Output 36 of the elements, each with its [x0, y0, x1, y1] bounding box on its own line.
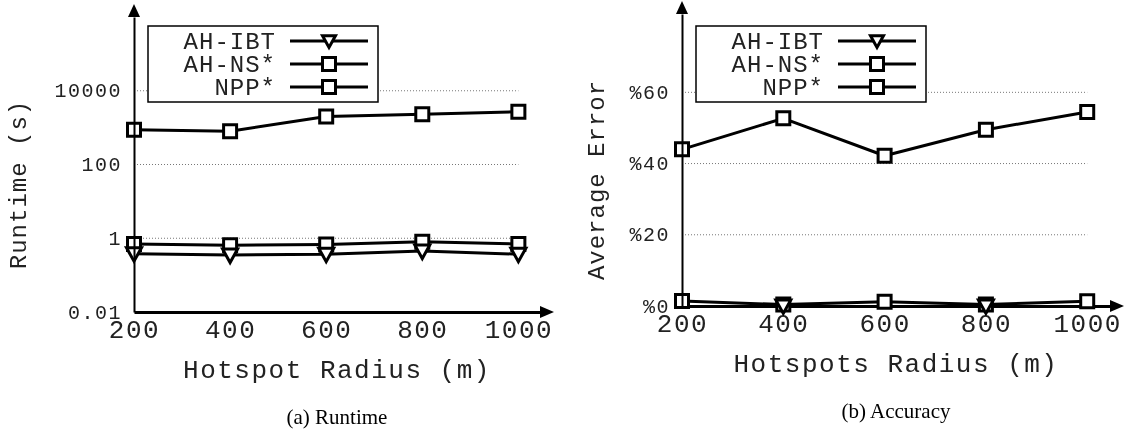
point: [318, 108, 335, 125]
y-tick-label: 100: [81, 154, 122, 177]
point: [414, 106, 431, 123]
x-tick-label: 600: [859, 310, 911, 341]
x-tick-label: 1000: [1053, 310, 1122, 341]
point: [977, 121, 994, 138]
text: (a) Runtime: [286, 405, 388, 429]
y-tick-label: 1: [108, 227, 122, 251]
point: [876, 147, 893, 164]
point: [126, 121, 142, 138]
point: [1079, 293, 1096, 310]
point: [876, 293, 893, 310]
y-tick-label: %20: [629, 224, 670, 248]
x-tick-label: 400: [758, 310, 810, 341]
x-axis-title: Hotspots Radius (m): [733, 350, 1059, 380]
x-tick-label: 400: [204, 316, 257, 347]
point: [510, 103, 527, 120]
y-tick-label: 10000: [54, 80, 122, 104]
y-tick-label: %60: [629, 81, 670, 105]
point: [221, 247, 240, 265]
x-tick-label: 800: [960, 310, 1013, 341]
y-axis-title: Runtime (s): [6, 99, 33, 270]
y-tick-label: %40: [629, 153, 670, 177]
point: [509, 246, 528, 264]
point: [413, 243, 432, 261]
point: [317, 246, 336, 264]
point: [125, 246, 143, 263]
point: [775, 110, 792, 127]
text: (b) Accuracy: [841, 399, 951, 423]
x-axis-title: Hotspot Radius (m): [183, 356, 491, 386]
x-tick-label: 1000: [484, 316, 554, 347]
x-tick-label: 800: [397, 316, 449, 347]
x-tick-label: 600: [301, 316, 353, 347]
y-axis-title: Average Error: [584, 79, 611, 281]
point: [1079, 103, 1096, 120]
point: [222, 123, 239, 140]
